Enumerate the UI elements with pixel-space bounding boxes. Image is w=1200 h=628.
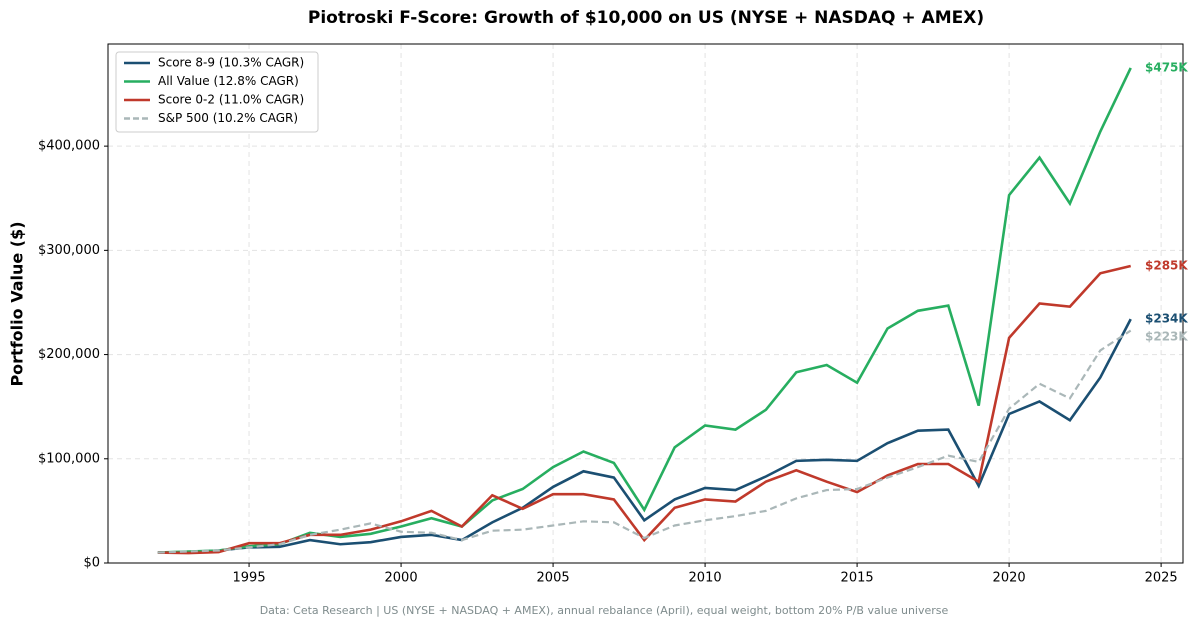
end-label: $223K [1145,330,1188,344]
legend-label: S&P 500 (10.2% CAGR) [158,111,298,125]
y-tick-label: $0 [83,556,100,571]
end-label: $234K [1145,312,1188,326]
series-line [157,318,1132,554]
end-label: $285K [1145,258,1188,272]
x-tick-label: 2010 [689,571,722,586]
x-tick-label: 1995 [233,571,266,586]
y-tick-label: $300,000 [38,243,100,258]
y-axis-label: Portfolio Value ($) [8,221,27,386]
x-tick-label: 2000 [385,571,418,586]
plot-frame [107,43,1184,564]
series-line [157,264,1132,555]
series-line [157,329,1132,554]
legend-label: Score 8-9 (10.3% CAGR) [158,56,304,70]
legend-label: All Value (12.8% CAGR) [158,74,299,88]
x-tick-label: 2005 [537,571,570,586]
legend-box [115,51,319,133]
end-label: $475K [1145,60,1188,74]
y-tick-label: $100,000 [38,451,100,466]
footnote: Data: Ceta Research | US (NYSE + NASDAQ … [260,604,949,617]
series-line [157,67,1132,554]
x-tick-label: 2020 [993,571,1026,586]
x-tick-label: 2015 [841,571,874,586]
chart-title: Piotroski F-Score: Growth of $10,000 on … [308,8,984,28]
y-tick-label: $200,000 [38,347,100,362]
legend-label: Score 0-2 (11.0% CAGR) [158,93,304,107]
y-tick-label: $400,000 [38,139,100,154]
x-tick-label: 2025 [1145,571,1178,586]
